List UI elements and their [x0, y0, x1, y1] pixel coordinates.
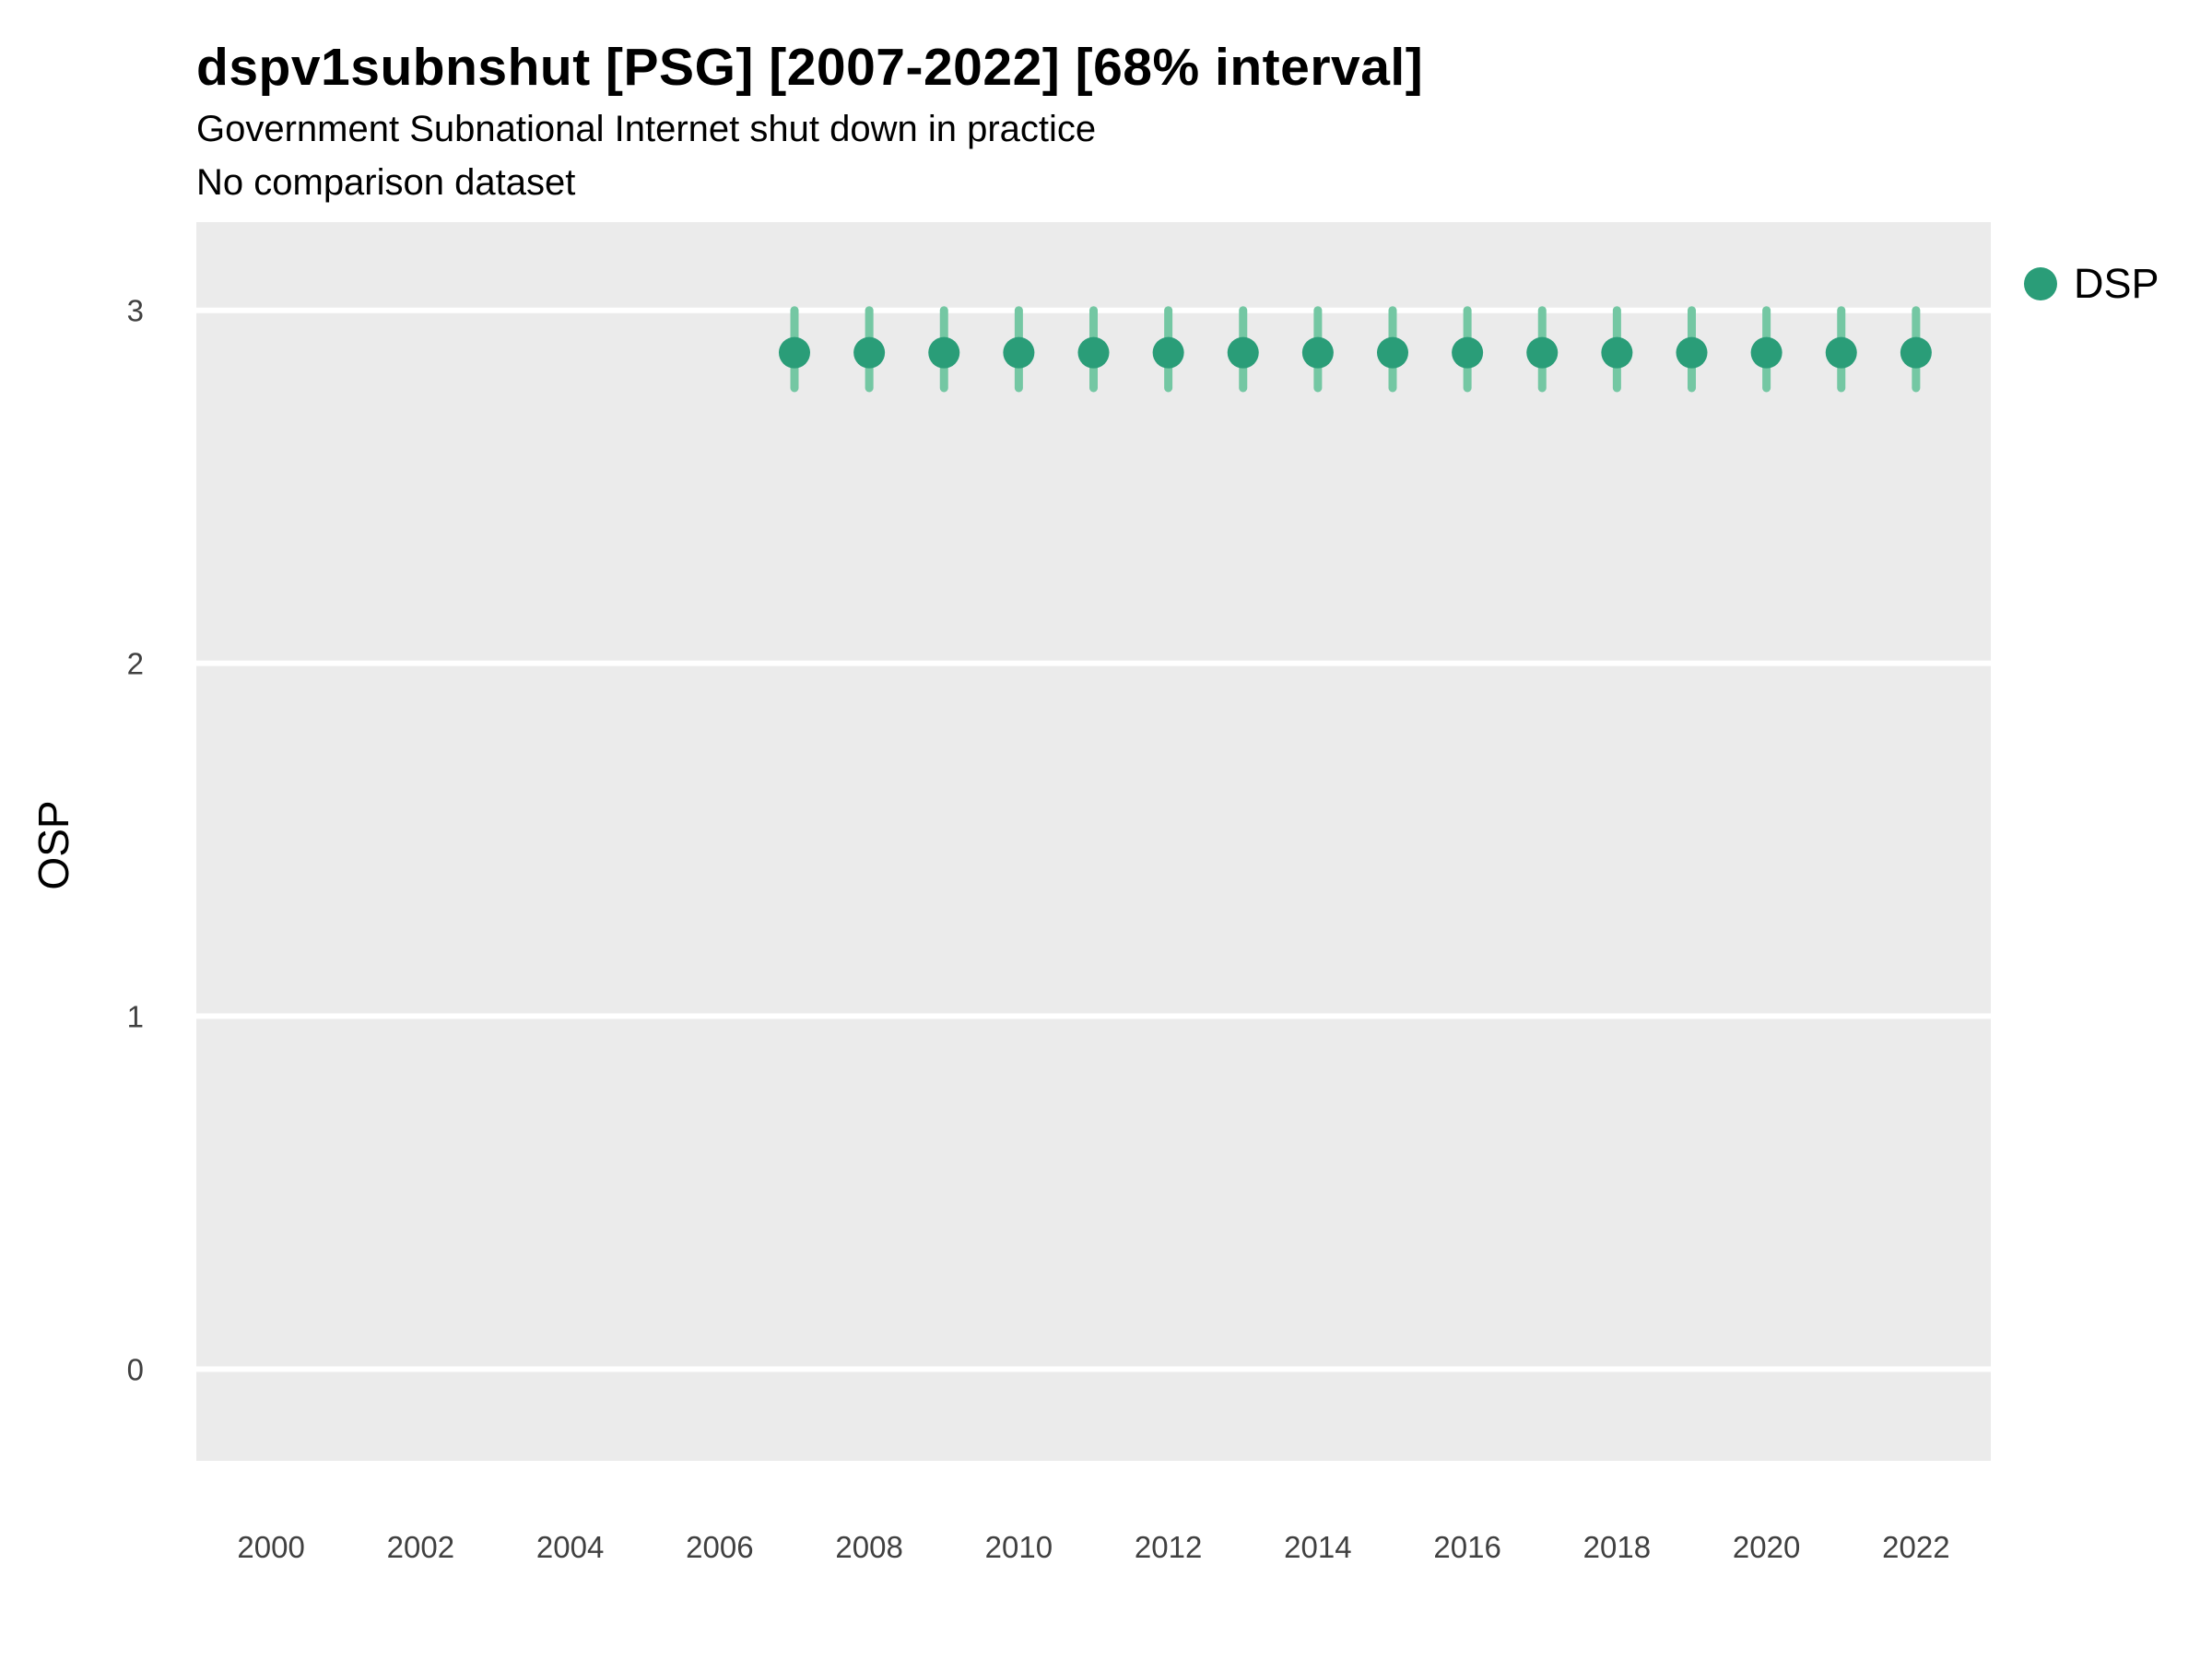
x-tick-label: 2012: [1135, 1530, 1202, 1564]
y-tick-label: 1: [127, 1000, 144, 1034]
chart-title: dspv1subnshut [PSG] [2007-2022] [68% int…: [196, 38, 1424, 97]
x-tick-label: 2002: [387, 1530, 454, 1564]
data-point: [1601, 336, 1633, 369]
data-point: [1676, 336, 1708, 369]
x-tick-label: 2010: [985, 1530, 1053, 1564]
data-point: [928, 336, 960, 369]
y-tick-label: 3: [127, 294, 144, 328]
data-point: [1152, 336, 1184, 369]
data-point: [1750, 336, 1783, 369]
x-tick-label: 2000: [237, 1530, 304, 1564]
plot-panel: [196, 222, 1991, 1461]
data-point: [1003, 336, 1035, 369]
data-point: [1900, 336, 1932, 369]
x-tick-label: 2020: [1733, 1530, 1800, 1564]
legend-marker-dsp: [2024, 267, 2057, 300]
x-tick-label: 2022: [1882, 1530, 1949, 1564]
data-point: [853, 336, 886, 369]
data-point: [1301, 336, 1334, 369]
x-tick-label: 2018: [1583, 1530, 1651, 1564]
chart-subtitle: Government Subnational Internet shut dow…: [196, 109, 1097, 149]
x-tick-label: 2014: [1284, 1530, 1351, 1564]
data-point: [1526, 336, 1559, 369]
x-tick-label: 2004: [536, 1530, 604, 1564]
data-point: [1377, 336, 1408, 369]
y-tick-label: 2: [127, 647, 144, 681]
data-point: [1825, 336, 1857, 369]
x-tick-label: 2006: [686, 1530, 753, 1564]
legend: DSP: [2024, 260, 2159, 308]
data-point: [1077, 336, 1110, 369]
data-point: [1227, 336, 1259, 369]
x-tick-label: 2016: [1433, 1530, 1500, 1564]
data-point: [779, 336, 810, 369]
data-point: [1452, 336, 1484, 369]
legend-label-dsp: DSP: [2074, 260, 2159, 307]
y-tick-label: 0: [127, 1352, 144, 1386]
x-tick-label: 2008: [835, 1530, 902, 1564]
comparison-note: No comparison dataset: [196, 162, 576, 203]
